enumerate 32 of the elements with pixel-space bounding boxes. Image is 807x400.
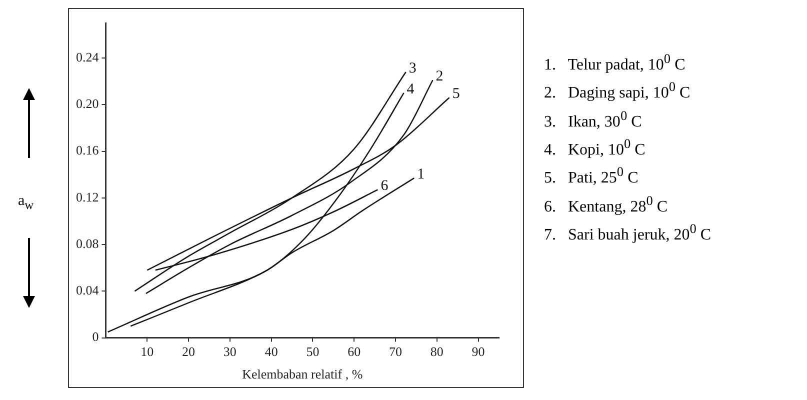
line-series <box>154 189 378 271</box>
series-label: 1 <box>417 166 425 183</box>
y-tick-label: 0.04 <box>76 282 100 298</box>
y-tick-label: 0.16 <box>76 142 100 158</box>
text: 2. Daging sapi, 10$^{0}$ C <box>544 78 692 104</box>
series-label: 6 <box>380 178 389 194</box>
x-tick-label: 20 <box>182 344 196 360</box>
x-tick-label: 40 <box>264 344 278 360</box>
y-tick-label: 0.20 <box>76 96 99 112</box>
y-axis-title: a$_{w}$ <box>18 193 34 213</box>
x-tick-label: 90 <box>472 344 485 360</box>
series-label: 3 <box>408 60 416 76</box>
x-tick-label: 80 <box>430 344 444 360</box>
y-tick-label: 0 <box>92 329 99 344</box>
text: 6. Kentang, 28$^{0}$ C <box>544 192 669 217</box>
text: 1. Telur padat, 10$^{0}$ C <box>544 50 686 76</box>
y-tick-label: 0.08 <box>76 236 99 251</box>
x-tick-label: 60 <box>348 344 361 360</box>
x-axis-title: Kelembaban relatif , % <box>242 366 363 382</box>
x-tick-label: 10 <box>140 344 154 360</box>
y-tick-label: 0.12 <box>76 189 99 204</box>
series-label: 5 <box>452 86 460 102</box>
series-label: 2 <box>436 68 444 85</box>
text: 3. Ikan, 30$^{0}$ C <box>544 106 643 132</box>
y-tick-label: 0.24 <box>76 49 100 64</box>
x-tick-label: 30 <box>223 344 236 360</box>
series-label: 4 <box>406 81 415 98</box>
text: 7. Sari buah jeruk, 20$^{0}$ C <box>544 220 712 246</box>
x-tick-label: 70 <box>389 344 402 360</box>
text: 5. Pati, 25$^{0}$ C <box>544 163 640 189</box>
text: 4. Kopi, 10$^{0}$ C <box>544 134 646 160</box>
x-tick-label: 50 <box>306 344 320 360</box>
